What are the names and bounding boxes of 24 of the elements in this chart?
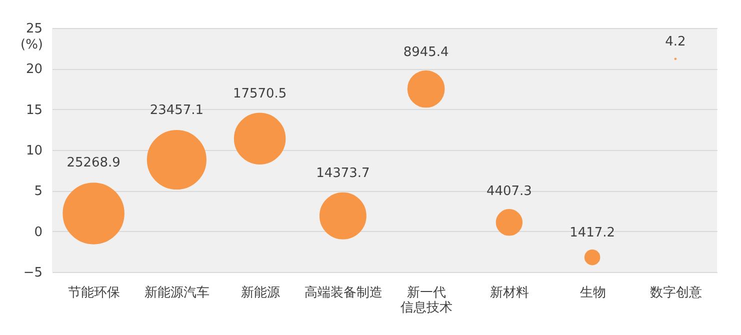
- y-tick-label: 0: [34, 224, 42, 240]
- data-label: 1417.2: [570, 225, 616, 240]
- y-axis-title: (%): [20, 38, 43, 52]
- x-tick-label: 新一代信息技术: [400, 286, 453, 316]
- x-tick-label: 新材料: [490, 286, 530, 300]
- data-label: 23457.1: [150, 103, 204, 118]
- data-label: 14373.7: [316, 166, 370, 182]
- x-tick-label: 新能源: [240, 286, 280, 300]
- y-tick-label: 25: [26, 22, 42, 36]
- x-tick-label: 高端装备制造: [304, 284, 382, 300]
- data-label: 4.2: [665, 34, 686, 50]
- y-tick-label: 10: [26, 144, 42, 158]
- y-tick-label: 20: [26, 62, 42, 78]
- x-tick-label: 新能源汽车: [144, 286, 210, 300]
- x-tick-label: 数字创意: [650, 284, 702, 300]
- x-tick-label: 生物: [580, 286, 606, 300]
- y-tick-label: 5: [34, 184, 42, 200]
- data-label: 25268.9: [66, 155, 120, 170]
- x-tick-label: 节能环保: [68, 286, 120, 300]
- y-tick-label: −5: [23, 266, 42, 280]
- y-tick-label: 15: [26, 102, 42, 118]
- data-label: 17570.5: [232, 86, 287, 102]
- data-label: 4407.3: [486, 184, 532, 200]
- data-label: 8945.4: [403, 44, 449, 60]
